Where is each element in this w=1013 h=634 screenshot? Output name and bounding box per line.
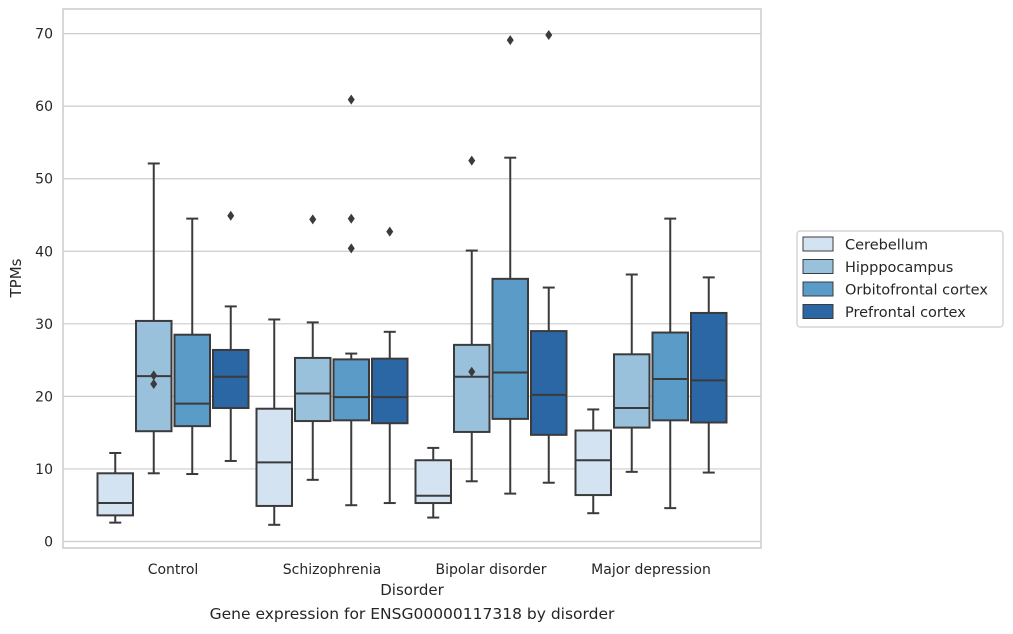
figure-caption: Gene expression for ENSG00000117318 by d…	[209, 605, 615, 623]
box-orbitofrontal-cortex	[173, 217, 211, 476]
outlier-point	[468, 366, 476, 377]
iqr-box	[690, 311, 728, 424]
box-orbitofrontal-cortex	[332, 94, 370, 507]
iqr-box	[453, 343, 491, 433]
iqr-box	[491, 277, 529, 420]
box-hipppocampus	[453, 155, 491, 483]
box-hipppocampus	[613, 273, 651, 473]
plot-frame	[62, 8, 762, 549]
outlier-point	[150, 370, 158, 381]
y-axis-label: TPMs	[7, 258, 25, 298]
grid-lines	[63, 32, 761, 543]
outlier-point	[227, 210, 235, 221]
legend-label: Cerebellum	[845, 238, 928, 254]
iqr-box	[294, 356, 332, 423]
y-tick-label: 0	[44, 535, 53, 551]
box-cerebellum	[255, 318, 293, 526]
iqr-box	[255, 407, 293, 507]
box-prefrontal-cortex	[690, 276, 728, 474]
outlier-point	[545, 30, 553, 41]
y-tick-label: 70	[35, 27, 53, 43]
box-hipppocampus	[294, 214, 332, 481]
legend-label: Prefrontal cortex	[845, 305, 966, 321]
y-tick-label: 60	[35, 99, 53, 115]
iqr-box	[332, 358, 370, 422]
box-cerebellum	[574, 408, 612, 515]
box-prefrontal-cortex	[530, 30, 568, 484]
iqr-box	[574, 429, 612, 497]
outlier-point	[347, 94, 355, 105]
legend-swatch	[802, 304, 834, 319]
outlier-point	[347, 243, 355, 254]
y-tick-label: 50	[35, 172, 53, 188]
box-prefrontal-cortex	[212, 210, 250, 462]
iqr-box	[613, 353, 651, 429]
x-axis-label: Disorder	[380, 581, 444, 599]
box-cerebellum	[96, 451, 134, 524]
y-tick-label: 30	[35, 317, 53, 333]
x-tick-label: Bipolar disorder	[435, 562, 546, 578]
box-prefrontal-cortex	[371, 226, 409, 505]
x-tick-label: Schizophrenia	[283, 562, 381, 578]
legend-label: Hipppocampus	[845, 260, 953, 276]
iqr-box	[371, 357, 409, 425]
outlier-point	[506, 35, 514, 46]
boxes	[96, 30, 728, 526]
outlier-point	[150, 379, 158, 390]
legend-swatch	[802, 236, 834, 252]
box-orbitofrontal-cortex	[651, 217, 689, 510]
iqr-box	[173, 333, 211, 428]
y-tick-label: 20	[35, 389, 53, 405]
outlier-point	[347, 213, 355, 224]
legend-swatch	[802, 259, 834, 274]
y-tick-label: 40	[35, 244, 53, 260]
outlier-point	[309, 214, 317, 225]
outlier-point	[468, 155, 476, 166]
box-cerebellum	[414, 446, 452, 519]
legend-swatch	[802, 281, 834, 297]
x-tick-label: Control	[148, 562, 199, 578]
iqr-box	[651, 331, 689, 422]
box-hipppocampus	[135, 162, 173, 475]
y-tick-label: 10	[35, 462, 53, 478]
iqr-box	[530, 330, 568, 436]
legend: Cerebellum Hipppocampus Orbitofrontal cort…	[796, 230, 1004, 328]
iqr-box	[96, 472, 134, 517]
box-orbitofrontal-cortex	[491, 35, 529, 495]
iqr-box	[212, 348, 250, 409]
legend-frame	[796, 230, 1004, 328]
axes: 0 10 20 30 40 50 60 70 Control Schizophrenia Bipol…	[35, 8, 762, 578]
x-tick-label: Major depression	[591, 562, 711, 578]
outlier-point	[386, 226, 394, 237]
legend-label: Orbitofrontal cortex	[845, 283, 988, 299]
